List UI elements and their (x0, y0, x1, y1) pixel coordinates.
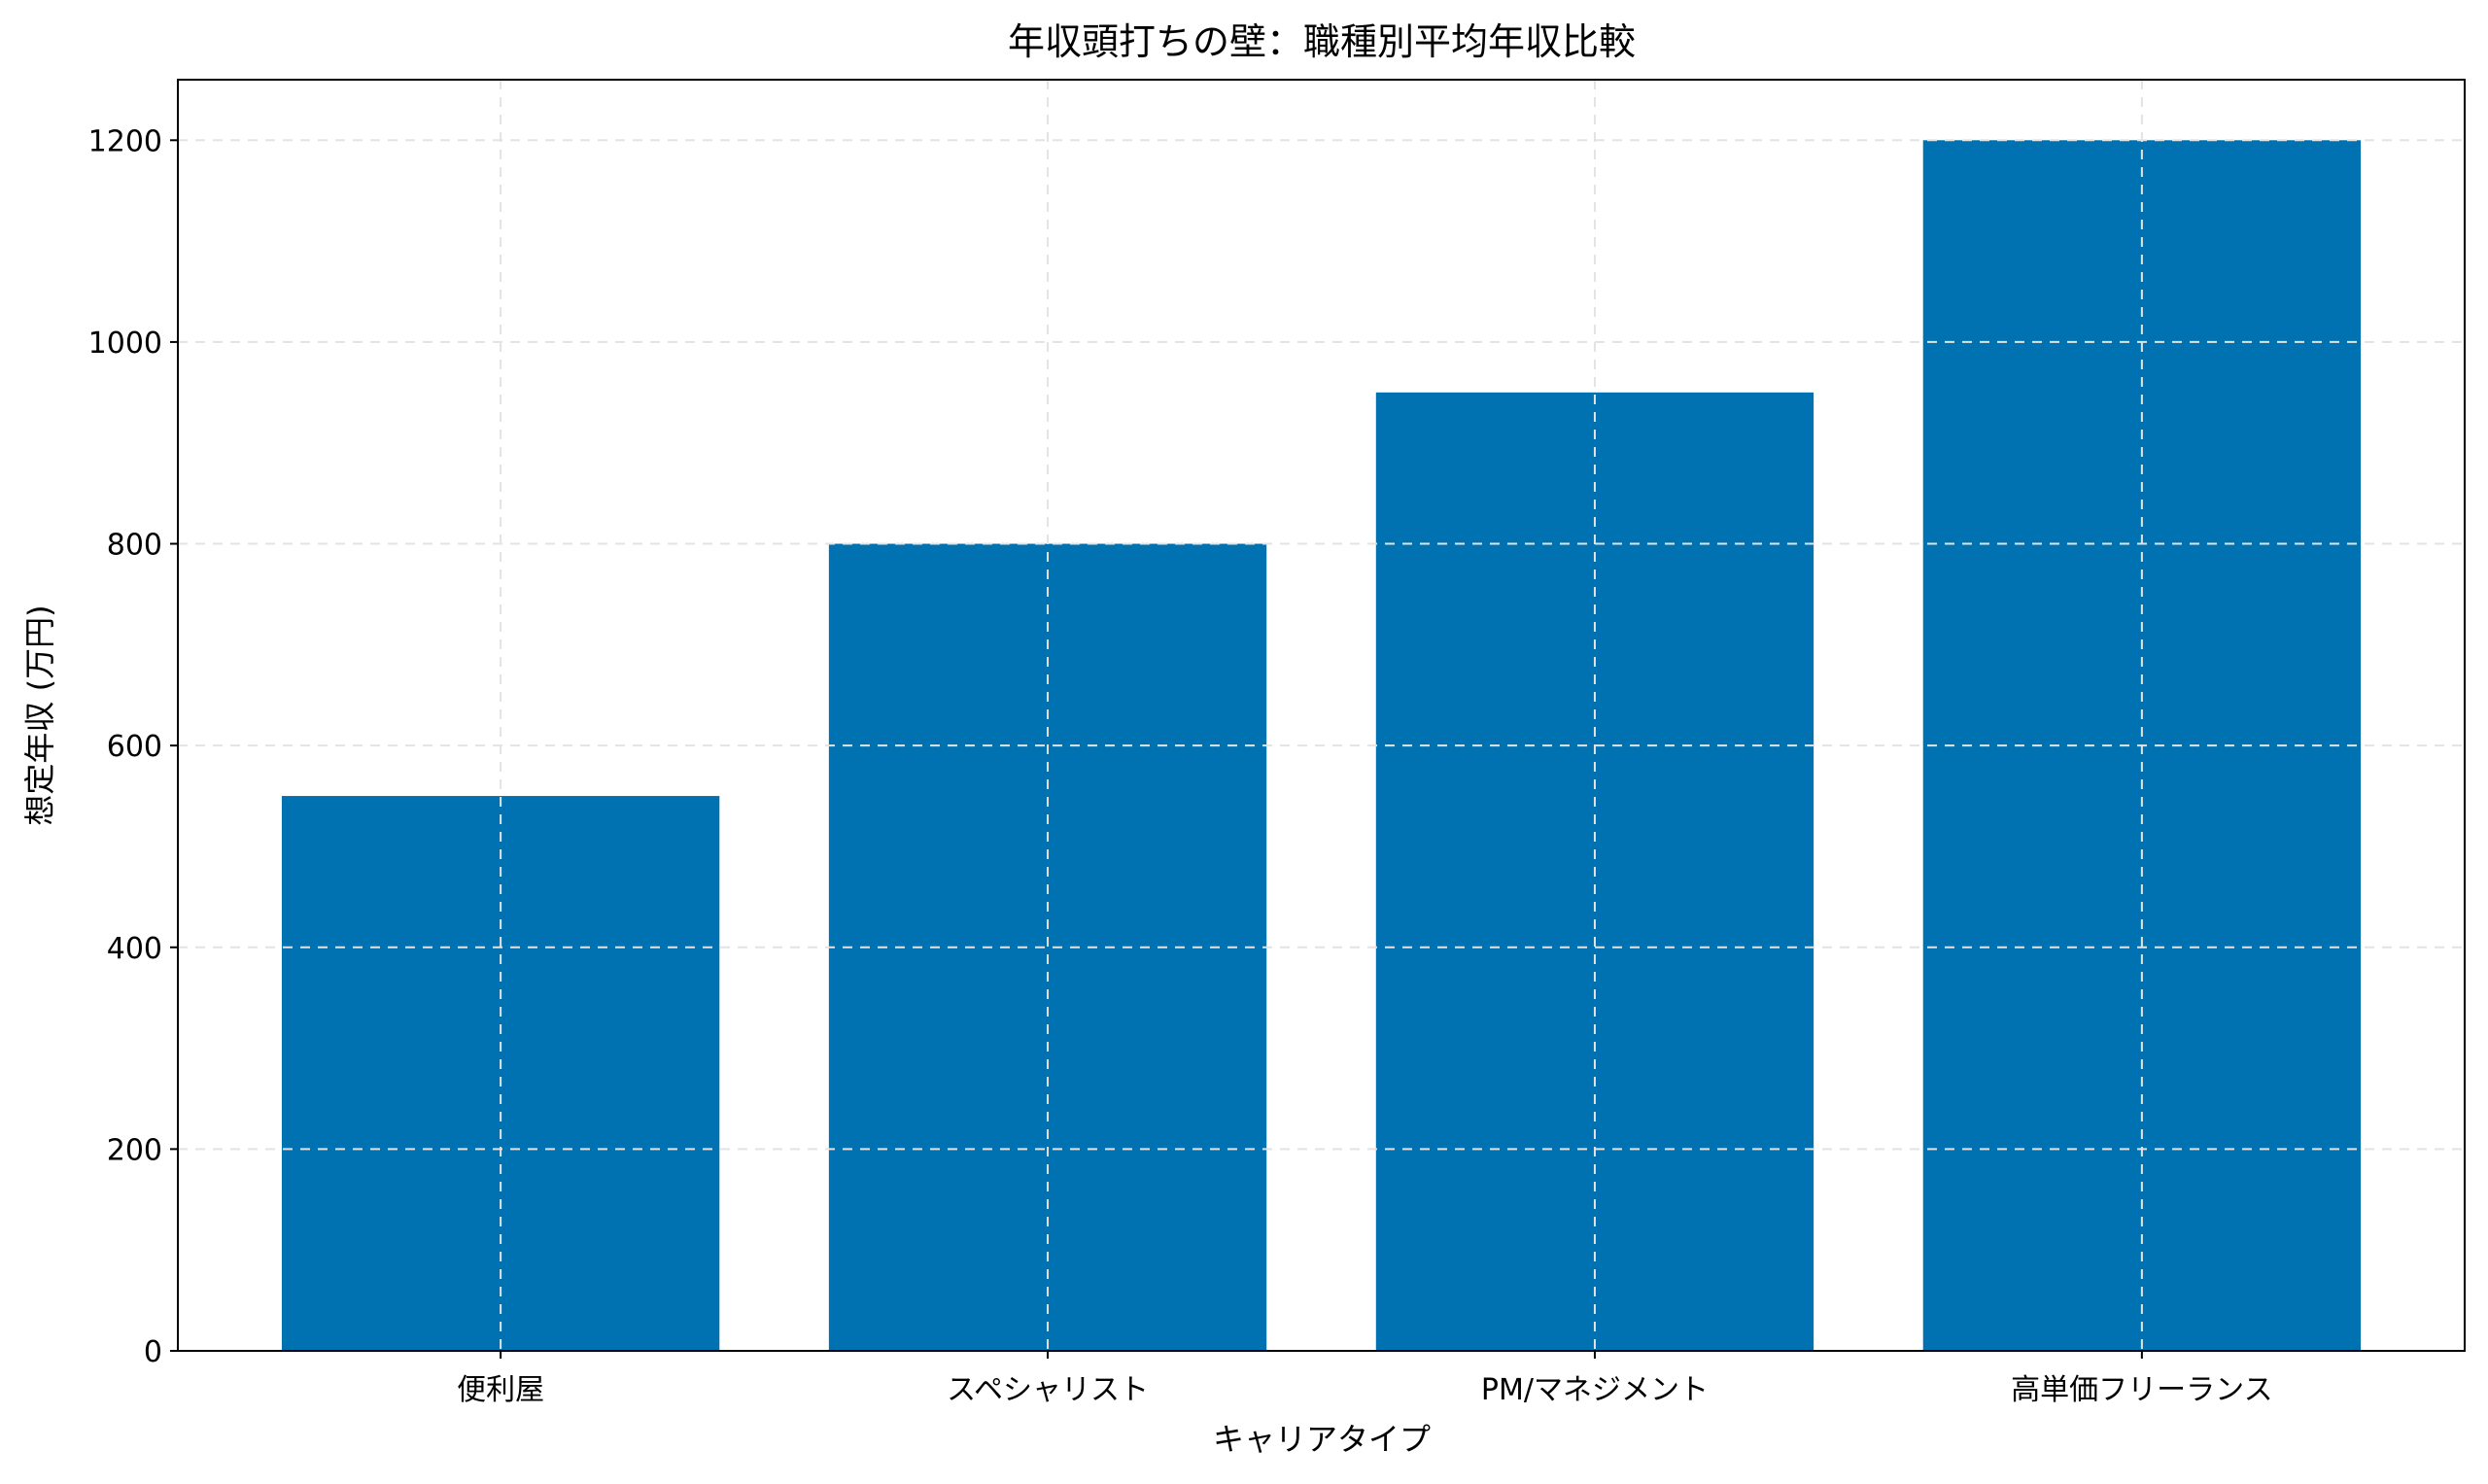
y-tick-label: 400 (107, 932, 162, 966)
x-axis-ticks: 便利屋 スペシャリスト PM/マネジメント 高単価フリーランス (457, 1351, 2273, 1407)
y-tick-label: 0 (144, 1335, 162, 1369)
y-tick-label: 800 (107, 529, 162, 563)
y-axis-label: 想定年収 (万円) (21, 604, 58, 825)
x-tick-label: スペシャリスト (947, 1373, 1149, 1407)
y-tick-label: 200 (107, 1133, 162, 1167)
x-tick-label: 高単価フリーランス (2011, 1373, 2272, 1407)
x-axis-label: キャリアタイプ (1213, 1421, 1431, 1458)
y-tick-label: 1000 (88, 327, 162, 361)
bar-0 (281, 796, 720, 1351)
x-tick-label: 便利屋 (457, 1373, 544, 1407)
bars (178, 80, 2465, 1352)
y-axis-ticks: 0 200 400 600 800 1000 1200 (88, 124, 178, 1369)
y-tick-label: 1200 (88, 124, 162, 158)
x-tick-label: PM/マネジメント (1481, 1373, 1709, 1407)
y-tick-label: 600 (107, 730, 162, 764)
axes-frame (177, 79, 2466, 1352)
chart-title: 年収頭打ちの壁：職種別平均年収比較 (1008, 20, 1636, 63)
